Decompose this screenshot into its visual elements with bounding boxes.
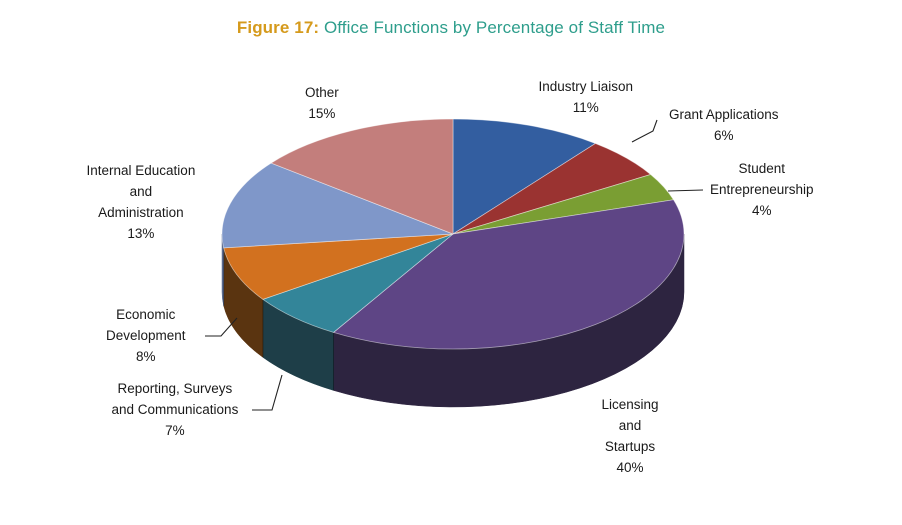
slice-label-line: Startups xyxy=(604,439,656,454)
pie-slice-3 xyxy=(332,199,685,350)
slice-label-line: and xyxy=(618,418,642,433)
pie-slice-0 xyxy=(452,118,597,235)
slice-label-1: Grant Applications 6% xyxy=(669,104,779,146)
slice-percent: 8% xyxy=(136,349,156,364)
slice-label-0: Industry Liaison 11% xyxy=(539,76,634,118)
slice-label-4: Reporting, Surveys and Communications 7% xyxy=(112,378,239,441)
slice-label-3: Licensing and Startups 40% xyxy=(602,394,659,478)
leader-line-4 xyxy=(252,374,283,411)
chart-title-text: Office Functions by Percentage of Staff … xyxy=(323,18,666,37)
slice-percent: 15% xyxy=(308,106,336,121)
slice-label-2: Student Entrepreneurship 4% xyxy=(710,158,814,221)
slice-label-line: Reporting, Surveys xyxy=(117,381,233,396)
slice-label-6: Internal Education and Administration 13% xyxy=(87,160,196,244)
slice-label-line: and xyxy=(129,184,153,199)
pie-slice-5 xyxy=(223,233,454,300)
pie-slice-6 xyxy=(221,162,454,249)
slice-label-7: Other 15% xyxy=(305,82,339,124)
slice-label-line: Grant Applications xyxy=(669,107,779,122)
pie-slice-7 xyxy=(270,118,454,235)
chart-title: Figure 17: Office Functions by Percentag… xyxy=(0,18,902,38)
slice-label-line: Internal Education xyxy=(86,163,196,178)
slice-label-line: Entrepreneurship xyxy=(710,182,814,197)
slice-percent: 4% xyxy=(752,203,772,218)
pie-side-walls xyxy=(221,233,685,408)
slice-label-line: Economic xyxy=(116,307,176,322)
leader-lines xyxy=(205,119,704,411)
slice-percent: 7% xyxy=(165,423,185,438)
slice-percent: 6% xyxy=(714,128,734,143)
slice-label-line: Licensing xyxy=(601,397,659,412)
chart-title-prefix: Figure 17: xyxy=(236,18,320,37)
leader-line-2 xyxy=(667,189,704,192)
slice-percent: 13% xyxy=(127,226,155,241)
slice-label-line: Development xyxy=(106,328,186,343)
slice-label-line: Student xyxy=(738,161,786,176)
slice-percent: 40% xyxy=(616,460,644,475)
slice-percent: 11% xyxy=(572,100,599,115)
slice-label-5: Economic Development 8% xyxy=(106,304,186,367)
pie-top xyxy=(221,118,685,350)
leader-line-1 xyxy=(631,119,658,143)
slice-label-line: Other xyxy=(305,85,339,100)
slice-label-line: Administration xyxy=(98,205,184,220)
slice-label-line: and Communications xyxy=(111,402,239,417)
leader-line-5 xyxy=(205,317,238,337)
slice-label-line: Industry Liaison xyxy=(538,79,634,94)
